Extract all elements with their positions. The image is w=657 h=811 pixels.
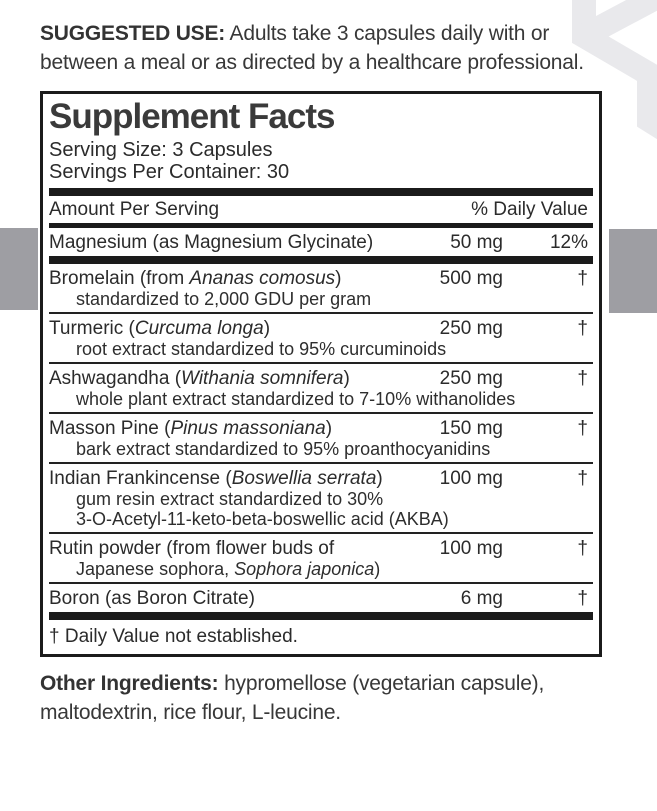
other-ingredients-label: Other Ingredients: — [40, 671, 219, 695]
thin-divider — [49, 531, 593, 534]
ingredient-row: Rutin powder (from flower buds of 100 mg †… — [49, 534, 593, 582]
ingredient-amount: 100 mg — [439, 467, 503, 489]
column-header-dv: % Daily Value — [471, 198, 588, 220]
ingredient-name: Indian Frankincense (Boswellia serrata) — [49, 467, 383, 489]
ingredient-detail: Japanese sophora, Sophora japonica) — [76, 558, 381, 579]
ingredient-row: Ashwagandha (Withania somnifera) 250 mg † w… — [49, 364, 593, 412]
suggested-use-text: SUGGESTED USE: Adults take 3 capsules da… — [40, 20, 600, 78]
gray-block-left — [0, 228, 38, 310]
ingredient-name: Ashwagandha (Withania somnifera) — [49, 367, 350, 389]
ingredient-daily-value: † — [577, 587, 588, 609]
ingredient-amount: 250 mg — [439, 317, 503, 339]
ingredient-name: Masson Pine (Pinus massoniana) — [49, 417, 333, 439]
ingredient-daily-value: † — [577, 367, 588, 389]
ingredient-detail: gum resin extract standardized to 30% — [76, 488, 384, 509]
ingredient-row: Boron (as Boron Citrate) 6 mg † — [49, 584, 593, 612]
servings-per-container: Servings Per Container: 30 — [49, 160, 290, 183]
thin-divider — [49, 461, 593, 464]
ingredient-detail: standardized to 2,000 GDU per gram — [76, 288, 372, 309]
thick-divider — [49, 187, 593, 196]
ingredient-daily-value: † — [577, 537, 588, 559]
ingredient-detail: 3-O-Acetyl-11-keto-beta-boswellic acid (… — [76, 508, 449, 529]
ingredient-rows: Magnesium (as Magnesium Glycinate) 50 mg 1… — [49, 228, 593, 620]
ingredient-row: Turmeric (Curcuma longa) 250 mg † root extr… — [49, 314, 593, 362]
ingredient-row: Indian Frankincense (Boswellia serrata) 1… — [49, 464, 593, 532]
ingredient-amount: 150 mg — [439, 417, 503, 439]
thin-divider — [49, 361, 593, 364]
ingredient-name: Boron (as Boron Citrate) — [49, 587, 255, 609]
ingredient-row: Masson Pine (Pinus massoniana) 150 mg † bar… — [49, 414, 593, 462]
ingredient-amount: 6 mg — [460, 587, 503, 609]
ingredient-name: Bromelain (from Ananas comosus) — [49, 267, 342, 289]
ingredient-amount: 100 mg — [439, 537, 503, 559]
thin-divider — [49, 581, 593, 584]
other-ingredients-text: Other Ingredients: hypromellose (vegetar… — [40, 670, 632, 728]
thick-divider — [49, 255, 593, 264]
thick-divider — [49, 611, 593, 620]
ingredient-detail: root extract standardized to 95% curcumi… — [76, 338, 447, 359]
ingredient-daily-value: † — [577, 317, 588, 339]
ingredient-row: Bromelain (from Ananas comosus) 500 mg † st… — [49, 264, 593, 312]
suggested-use-label: SUGGESTED USE: — [40, 22, 226, 45]
suggested-use-body: Adults take 3 capsules daily with or bet… — [40, 22, 584, 74]
ingredient-name: Turmeric (Curcuma longa) — [49, 317, 271, 339]
supplement-facts-panel: Supplement Facts Serving Size: 3 Capsule… — [40, 90, 602, 657]
other-ingredients-body: hypromellose (vegetarian capsule), malto… — [40, 671, 545, 724]
thin-divider — [49, 311, 593, 314]
thin-divider — [49, 411, 593, 414]
serving-size: Serving Size: 3 Capsules — [49, 138, 273, 161]
ingredient-detail: bark extract standardized to 95% proanth… — [76, 438, 491, 459]
label-content: SUGGESTED USE: Adults take 3 capsules da… — [40, 20, 602, 728]
ingredient-row: Magnesium (as Magnesium Glycinate) 50 mg 1… — [49, 228, 593, 256]
column-header-amount: Amount Per Serving — [49, 198, 220, 220]
gray-block-right — [609, 229, 657, 313]
ingredient-daily-value: † — [577, 267, 588, 289]
ingredient-amount: 250 mg — [439, 367, 503, 389]
ingredient-daily-value: † — [577, 417, 588, 439]
ingredient-amount: 500 mg — [439, 267, 503, 289]
ingredient-amount: 50 mg — [450, 231, 503, 253]
ingredient-daily-value: 12% — [549, 231, 588, 253]
ingredient-daily-value: † — [577, 467, 588, 489]
ingredient-name: Rutin powder (from flower buds of — [49, 537, 335, 559]
ingredient-name: Magnesium (as Magnesium Glycinate) — [49, 231, 374, 253]
panel-title: Supplement Facts — [49, 96, 335, 136]
column-header-row: Amount Per Serving % Daily Value — [49, 196, 593, 223]
medium-divider — [49, 222, 593, 228]
footnote: † Daily Value not established. — [49, 625, 298, 647]
hexagon-molecule-icon — [572, 0, 657, 140]
ingredient-detail: whole plant extract standardized to 7-10… — [76, 388, 516, 409]
